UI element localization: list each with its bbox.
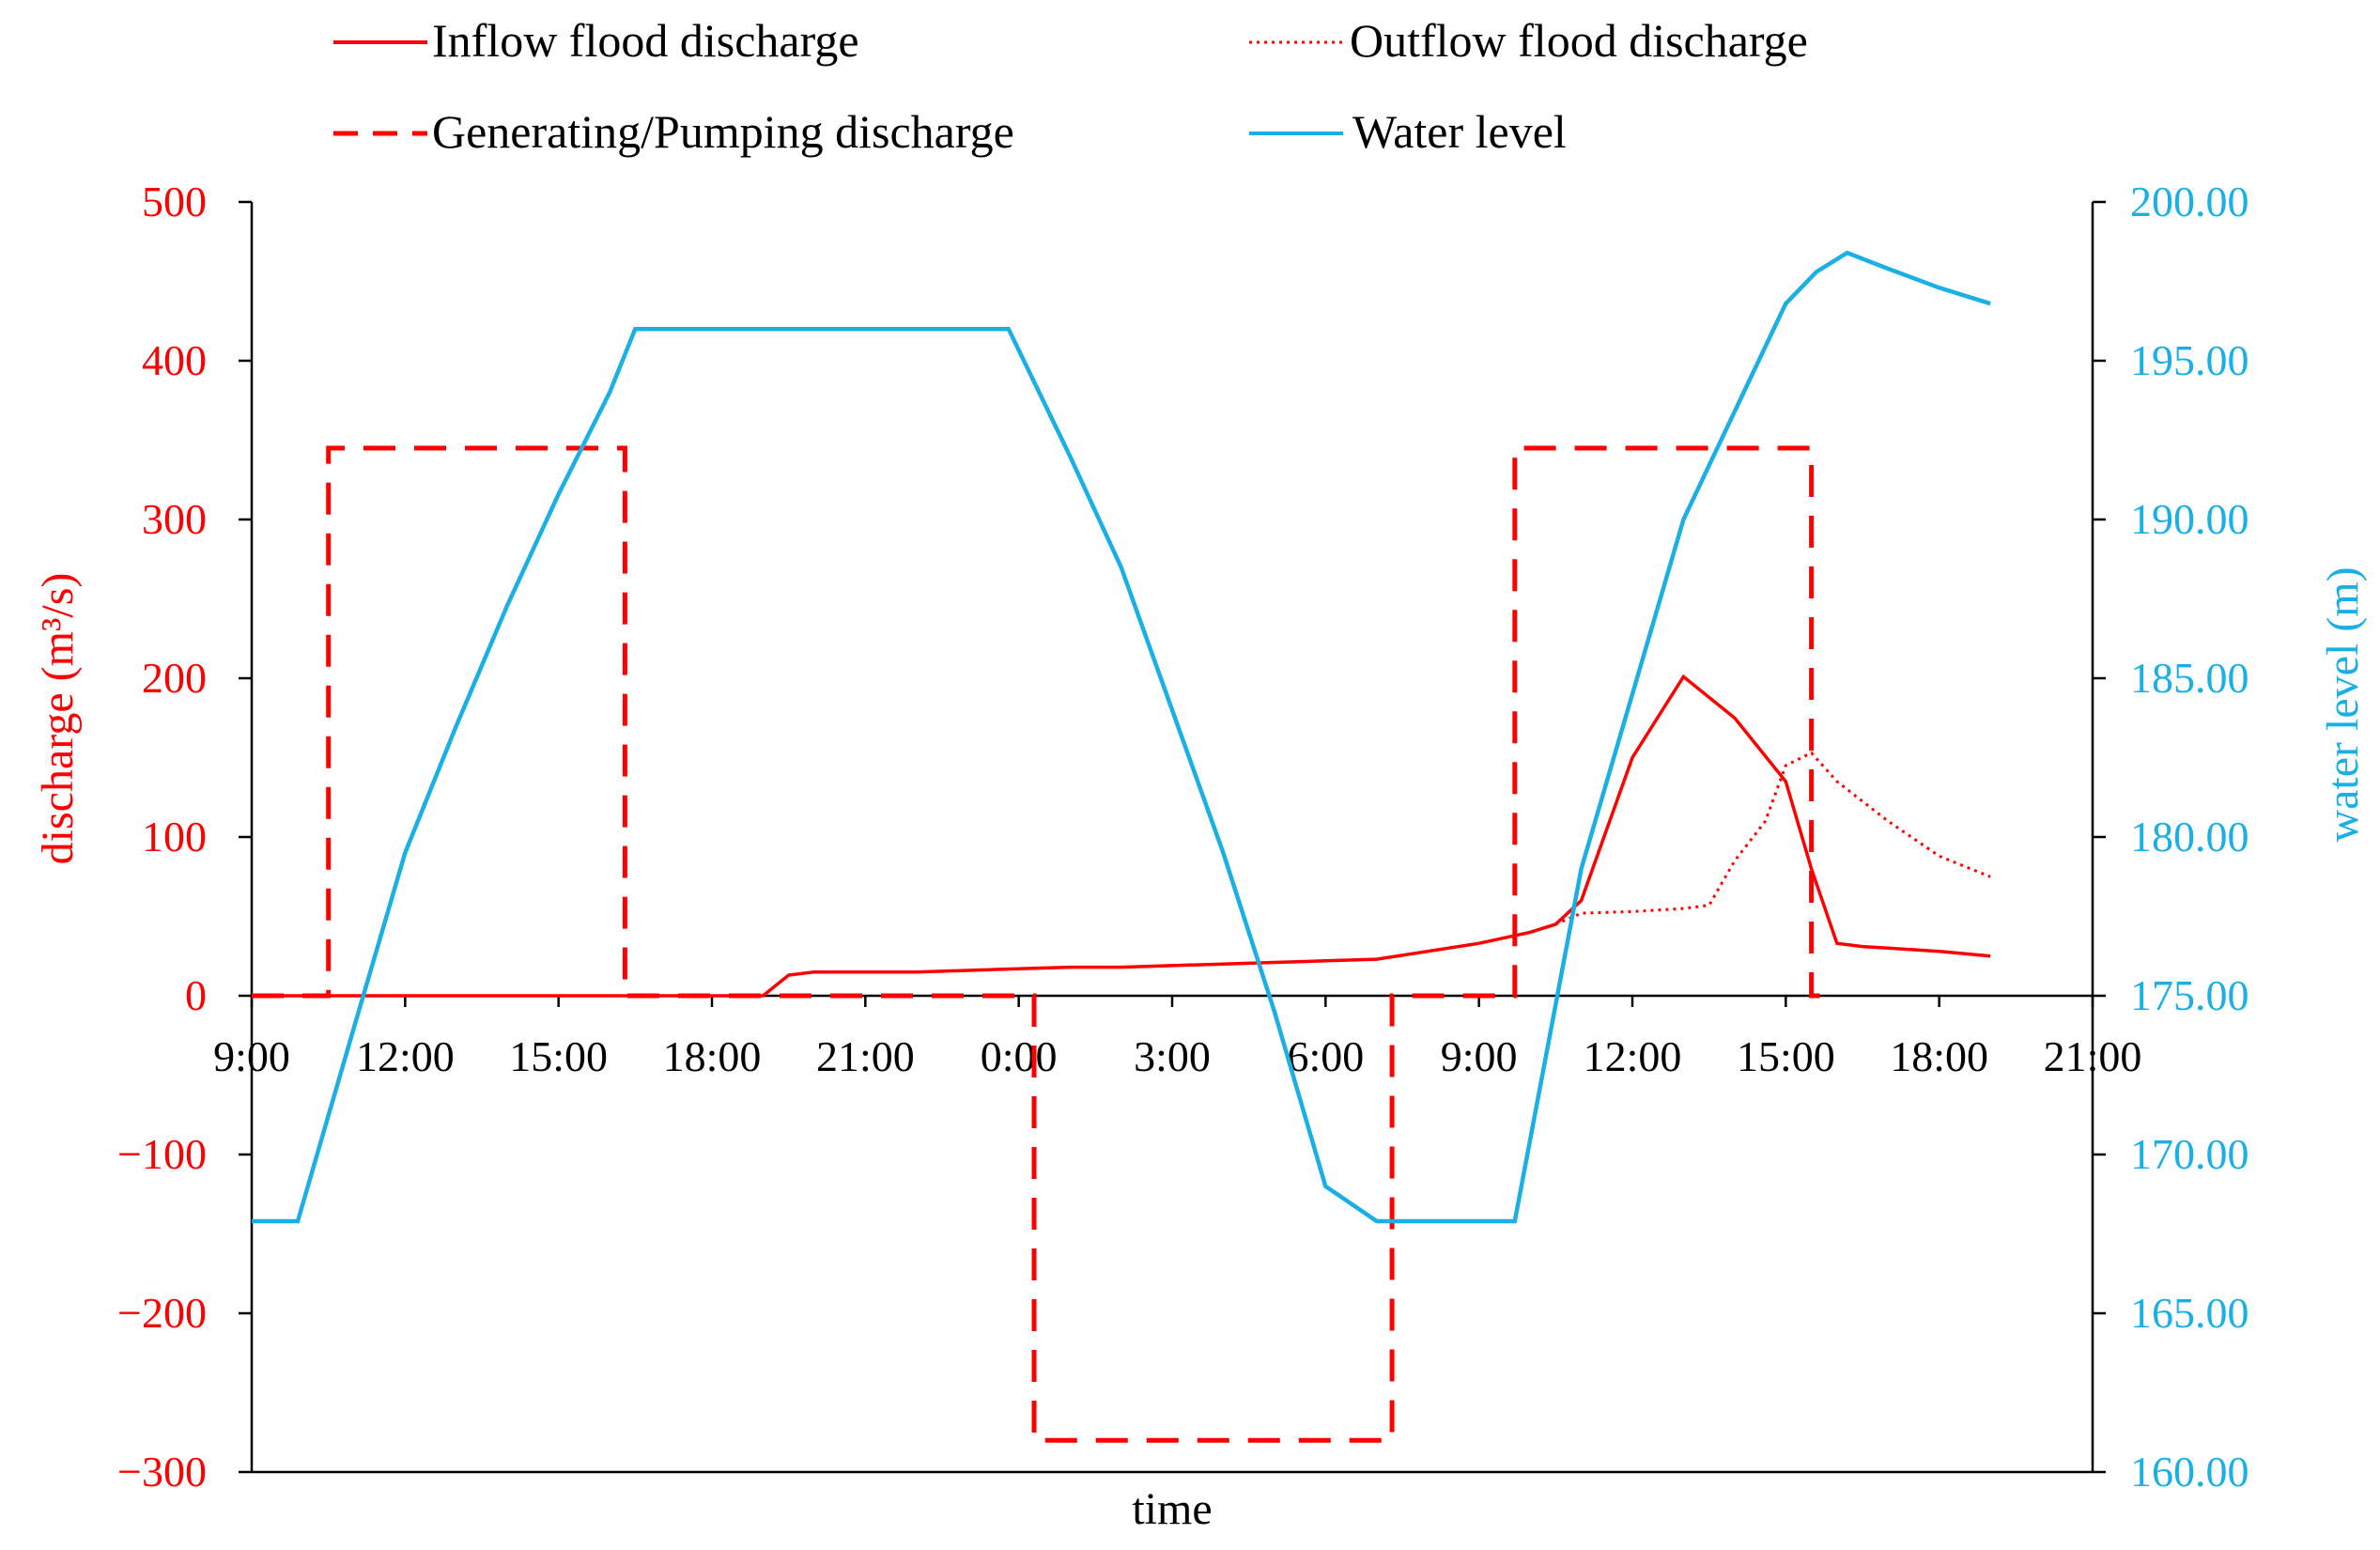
right-axis-tick-label: 185.00 [2130,654,2249,702]
left-axis-tick-label: −100 [117,1130,207,1178]
left-axis-tick-label: 100 [142,813,207,860]
right-axis-tick-label: 170.00 [2130,1130,2249,1178]
x-axis-tick-label: 9:00 [213,1032,290,1080]
right-axis-tick-label: 160.00 [2130,1448,2249,1496]
x-axis-title: time [1132,1484,1212,1534]
right-axis-tick-label: 165.00 [2130,1289,2249,1337]
axes [250,202,2094,1474]
right-axis-tick-label: 190.00 [2130,495,2249,543]
series-inflow-line [252,674,1991,998]
x-axis-tick-label: 21:00 [816,1032,915,1080]
series [252,250,1991,1443]
left-axis-tick-label: −200 [117,1289,207,1337]
x-axis-tick-label: 12:00 [356,1032,455,1080]
x-axis-tick-label: 9:00 [1441,1032,1518,1080]
x-axis-tick-label: 18:00 [663,1032,762,1080]
right-axis-title: water level (m) [2318,566,2368,842]
x-axis-tick-label: 0:00 [981,1032,1058,1080]
left-axis-tick-label: −300 [117,1448,207,1496]
right-axis-tick-label: 200.00 [2130,178,2249,225]
right-axis-tick-label: 180.00 [2130,813,2249,860]
right-axis-tick-label: 195.00 [2130,336,2249,384]
legend-label-outflow: Outflow flood discharge [1350,14,1808,67]
legend-label-water-level: Water level [1352,105,1567,158]
x-axis-tick-label: 18:00 [1890,1032,1988,1080]
x-axis-tick-label: 6:00 [1287,1032,1364,1080]
left-axis-title: discharge (m³/s) [33,573,83,865]
left-axis-tick-label: 300 [142,495,207,543]
series-water-level-line [252,250,1991,1224]
left-axis-tick-label: 200 [142,654,207,702]
legend: Inflow flood discharge Outflow flood dis… [333,14,1808,158]
x-axis-tick-label: 12:00 [1584,1032,1682,1080]
left-axis-tick-label: 400 [142,336,207,384]
left-axis-tick-label: 500 [142,178,207,225]
series-generating-line [252,445,1837,1443]
series-outflow-line [252,751,1991,998]
left-axis-tick-label: 0 [185,971,207,1019]
ticks: −300 −200 −100 0 100 200 300 400 500 160.00 165.00… [117,178,2249,1496]
legend-label-generating: Generating/Pumping discharge [432,105,1014,158]
x-axis-tick-label: 3:00 [1134,1032,1211,1080]
right-axis-tick-label: 175.00 [2130,971,2249,1019]
legend-label-inflow: Inflow flood discharge [432,14,859,67]
x-axis-tick-label: 15:00 [509,1032,608,1080]
x-axis-tick-label: 21:00 [2044,1032,2142,1080]
x-axis-tick-label: 15:00 [1737,1032,1835,1080]
